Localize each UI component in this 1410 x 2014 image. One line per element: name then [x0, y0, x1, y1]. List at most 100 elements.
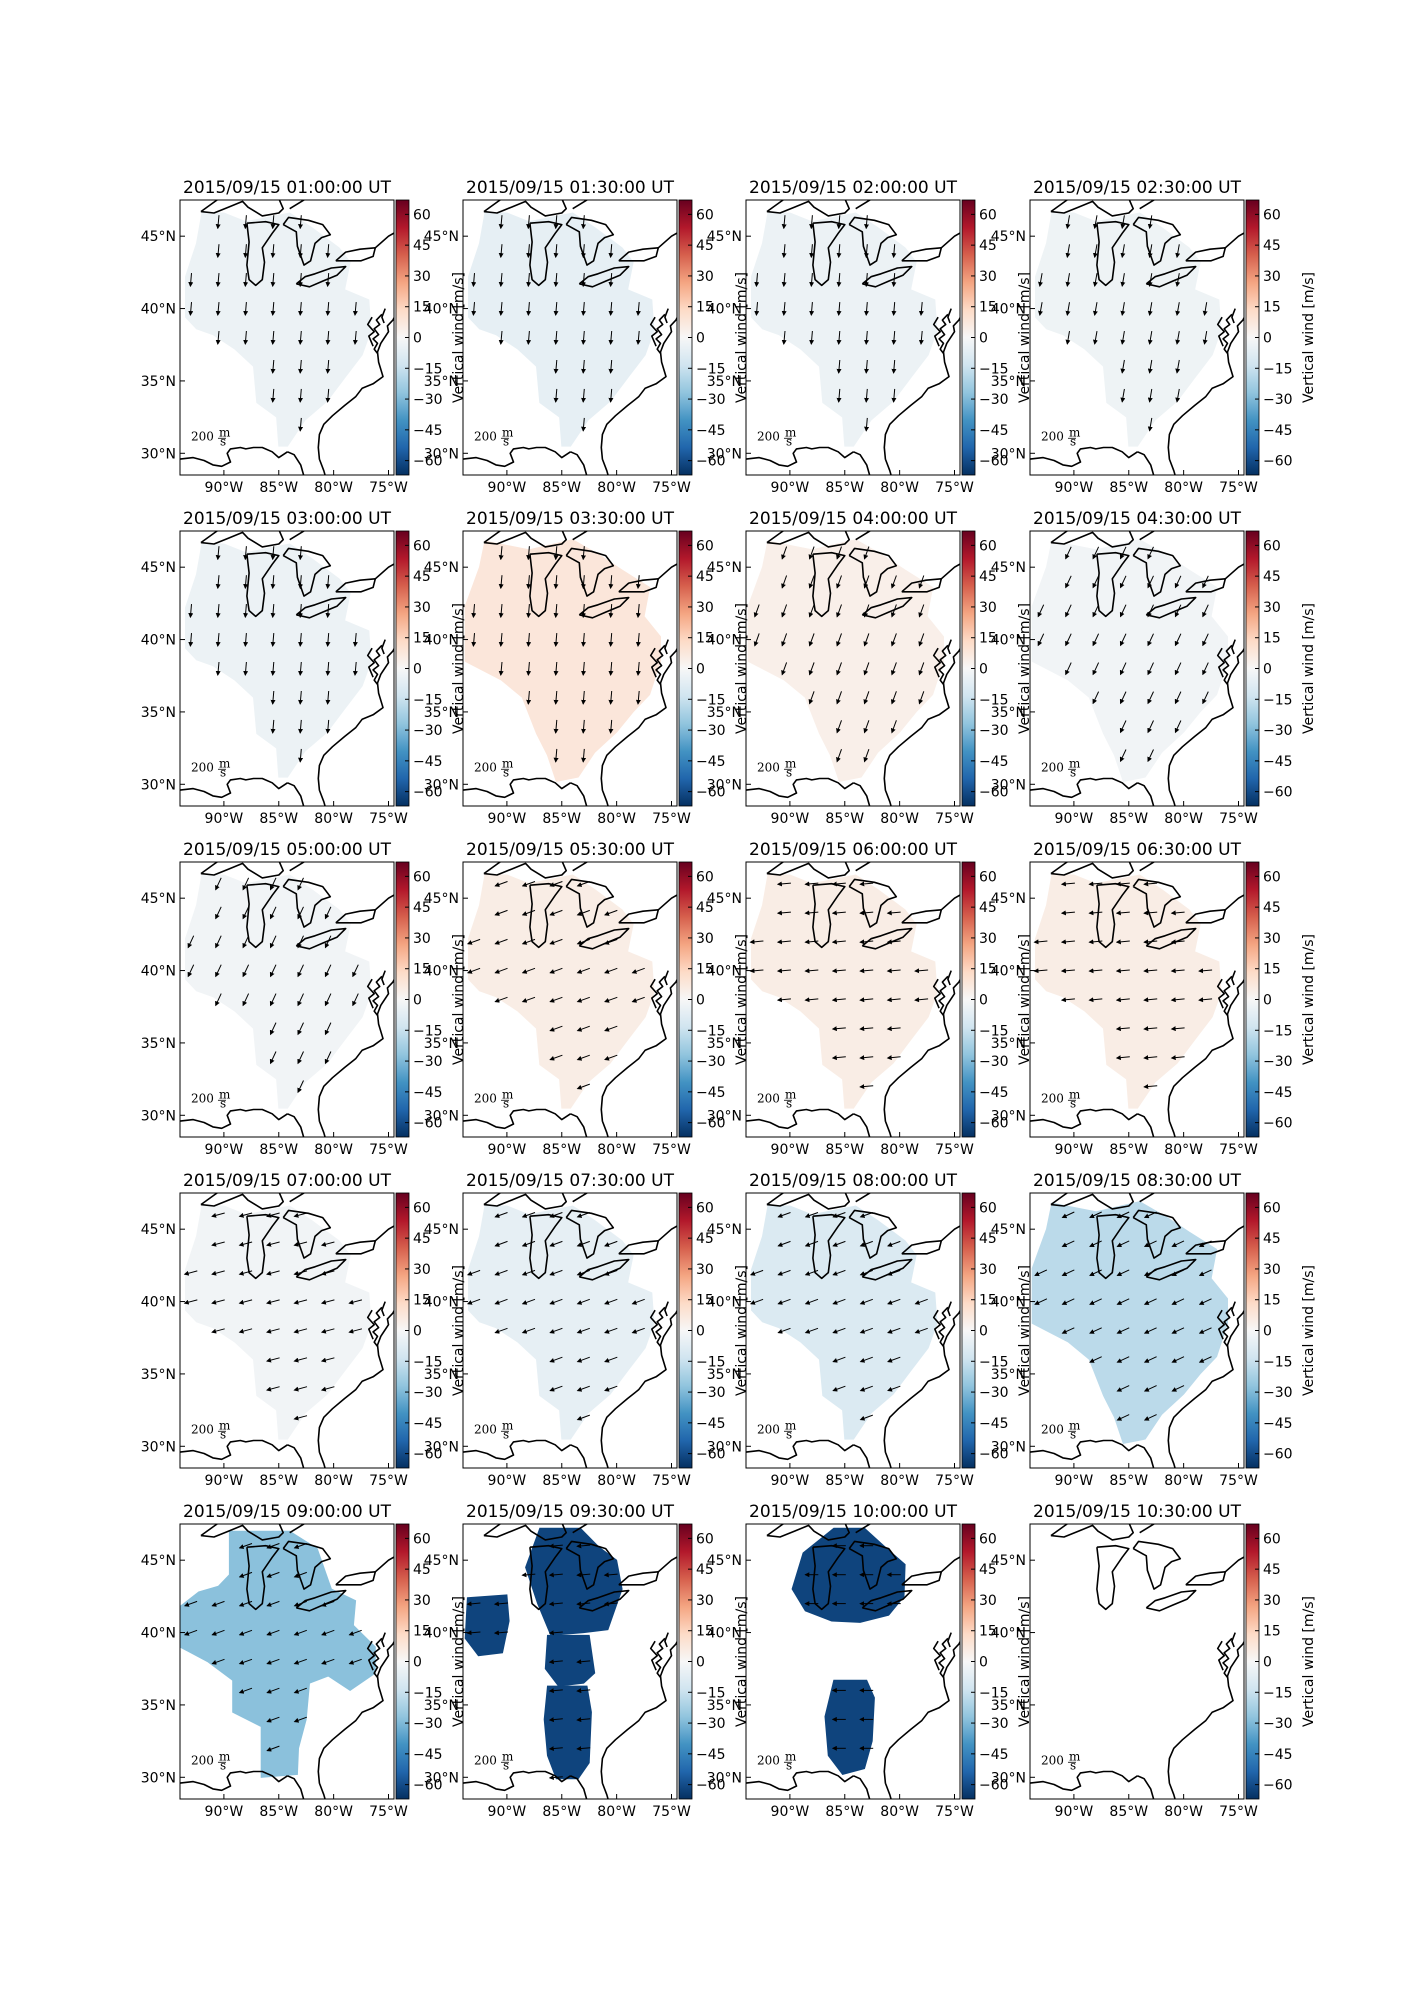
coastline [1231, 639, 1236, 655]
wind-arrow [266, 1629, 280, 1636]
coastline [180, 777, 288, 799]
wind-arrow [494, 996, 508, 1003]
coastline [335, 908, 377, 924]
wind-arrow [863, 604, 870, 618]
coastline [295, 927, 347, 950]
wind-arrow [1147, 575, 1154, 589]
wind-arrow [243, 273, 249, 288]
coastline [664, 970, 669, 986]
wind-arrow [1143, 997, 1158, 1003]
wind-arrow [348, 1658, 362, 1665]
wind-arrow [1092, 604, 1100, 618]
colorbar-tick-label: −30 [413, 392, 443, 408]
panel-frame [745, 530, 961, 807]
wind-arrow [297, 877, 304, 891]
wind-arrow [498, 604, 504, 619]
lat-tick-label: 45°N [991, 1553, 1026, 1569]
wind-arrow [608, 388, 614, 403]
wind-arrow [635, 302, 641, 316]
colorbar-tick-label: 0 [696, 331, 705, 347]
wind-arrow [604, 1356, 618, 1363]
coastline [287, 782, 305, 806]
colorbar-tick-label: 45 [979, 569, 997, 585]
wind-arrow [270, 388, 276, 403]
colorbar-tick-label: 15 [1263, 1293, 1281, 1309]
wind-arrow [859, 1269, 873, 1276]
map-panel: 200 ms 2015/09/15 04:30:00 UT 90°W 85°W 80°W 7… [991, 509, 1317, 827]
colorbar-tick-label: 60 [1263, 1531, 1281, 1547]
lon-tick-label: 85°W [259, 811, 298, 827]
wind-arrow [1061, 1327, 1075, 1334]
lat-tick-label: 35°N [141, 705, 176, 721]
coastline [246, 551, 280, 618]
colorbar-tick-label: 15 [413, 962, 431, 978]
lon-tick-label: 75°W [1219, 1804, 1258, 1820]
wind-arrow [549, 1025, 563, 1032]
lat-tick-label: 45°N [424, 229, 459, 245]
wind-arrow [804, 1269, 819, 1276]
coastline [372, 1306, 383, 1347]
colorbar-tick-label: 15 [413, 631, 431, 647]
wind-arrow [777, 1269, 791, 1276]
panel-frame [745, 861, 961, 1138]
wind-arrow [269, 1022, 277, 1036]
wind-arrow [863, 662, 870, 676]
wind-arrow [581, 330, 587, 345]
wind-arrow [548, 1601, 563, 1607]
coastline [940, 563, 960, 580]
wind-arrow [298, 748, 304, 763]
wind-arrow [553, 388, 559, 403]
colorbar-tick-label: 0 [413, 993, 422, 1009]
lat-tick-label: 45°N [707, 1553, 742, 1569]
coastline [848, 216, 898, 266]
map-panel: 200 ms 2015/09/15 07:00:00 UT 90°W 85°W 80°W 7… [141, 1171, 467, 1489]
wind-arrow [886, 910, 901, 916]
wind-arrow [576, 1212, 590, 1218]
lat-tick-label: 30°N [141, 777, 176, 793]
coastline [1185, 1570, 1227, 1586]
wind-arrow [576, 1746, 591, 1752]
panel-frame [179, 1192, 395, 1469]
wind-arrow [243, 330, 249, 345]
colorbar-tick-label: 30 [979, 1593, 997, 1609]
lon-tick-label: 85°W [825, 1804, 864, 1820]
wind-arrow [325, 302, 331, 316]
wind-arrow [1171, 1298, 1185, 1305]
wind-arrow [776, 939, 791, 945]
wind-arrow [914, 968, 929, 974]
wind-arrow [298, 661, 304, 676]
wind-arrow [1171, 1356, 1185, 1363]
wind-arrow [918, 604, 925, 618]
lat-tick-label: 45°N [141, 1553, 176, 1569]
coastline [295, 1589, 347, 1612]
wind-arrow [298, 719, 304, 734]
coastline [463, 1770, 571, 1792]
wind-arrow [581, 719, 587, 734]
wind-arrow [1119, 633, 1127, 647]
wind-arrow [498, 302, 504, 316]
panel-frame [745, 199, 961, 476]
wind-arrow [1088, 910, 1103, 916]
lat-tick-label: 40°N [991, 302, 1026, 318]
wind-arrow [266, 1543, 280, 1549]
coastline [1231, 1632, 1236, 1648]
colorbar-tick-label: 0 [696, 1655, 705, 1671]
colorbar-tick-label: 30 [1263, 600, 1281, 616]
colorbar-tick-label: 60 [1263, 538, 1281, 554]
wind-arrow [238, 1600, 253, 1607]
wind-arrow [526, 575, 532, 590]
wind-arrow [604, 938, 618, 945]
wind-arrow [549, 967, 563, 974]
colorbar-tick-label: 60 [696, 1531, 714, 1547]
wind-arrow [832, 1298, 846, 1305]
colorbar-tick-label: 45 [696, 569, 714, 585]
coastline [1224, 1556, 1244, 1573]
lat-tick-label: 40°N [424, 633, 459, 649]
wind-arrow [1060, 910, 1075, 916]
panel-content [1030, 862, 1244, 1137]
coastline [947, 639, 952, 655]
wind-arrow [1092, 244, 1098, 259]
colorbar-label: Vertical wind [m/s] [1301, 1265, 1317, 1396]
coastline [381, 1632, 386, 1648]
coastline [655, 644, 666, 685]
